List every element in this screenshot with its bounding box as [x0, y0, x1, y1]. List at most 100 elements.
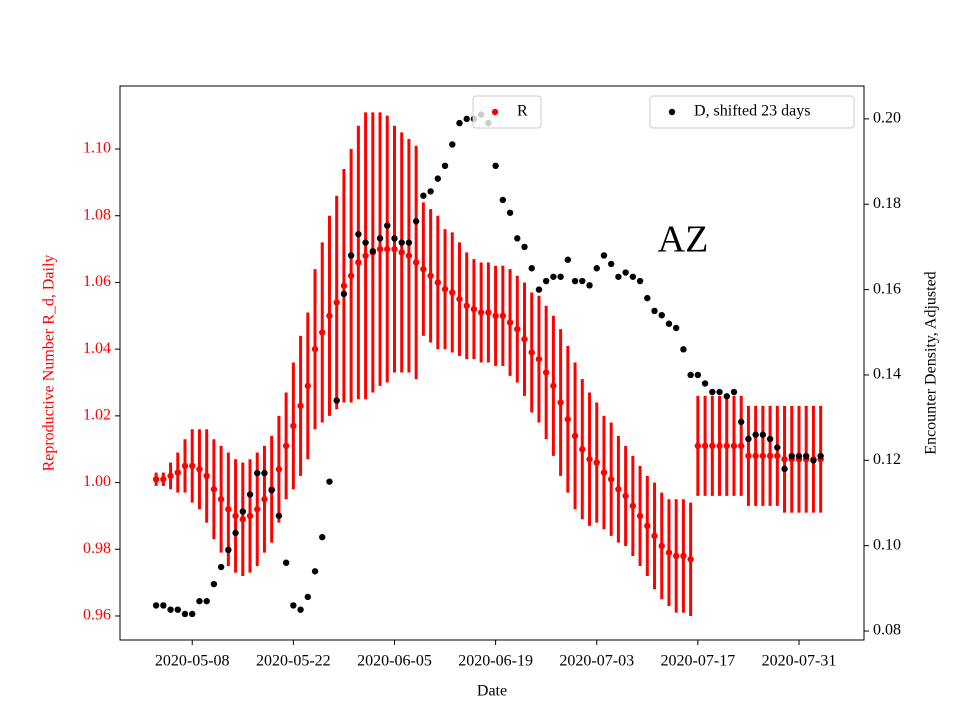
data-point [160, 476, 167, 483]
data-point [521, 335, 528, 343]
data-point [282, 442, 290, 450]
data-point [745, 435, 752, 443]
data-point [730, 388, 738, 396]
data-point [658, 542, 665, 550]
data-point [362, 239, 369, 246]
data-point [745, 452, 752, 460]
data-point [521, 243, 528, 251]
data-point [456, 119, 463, 127]
data-point [239, 508, 246, 515]
data-point [795, 452, 803, 460]
data-point [766, 435, 774, 443]
data-point [391, 245, 398, 253]
y-tick-label: 1.02 [83, 407, 111, 424]
y-tick-label: 1.08 [83, 206, 111, 223]
data-point [694, 371, 702, 379]
data-point [528, 349, 535, 356]
data-point [340, 282, 348, 289]
data-point [571, 432, 579, 440]
data-point [326, 478, 333, 485]
data-point [232, 512, 239, 520]
data-point [297, 606, 304, 613]
data-point [550, 382, 557, 390]
x-tick-label: 2020-05-22 [256, 653, 331, 670]
x-axis-label: Date [477, 683, 507, 700]
data-point [477, 309, 485, 316]
data-point [441, 285, 449, 293]
data-point [571, 277, 579, 285]
data-point [557, 273, 564, 280]
data-point [304, 382, 312, 390]
data-point [665, 549, 673, 556]
legend-label: R [517, 103, 528, 120]
data-point [225, 546, 232, 554]
data-point [217, 563, 225, 571]
y-tick-label: 1.06 [83, 273, 111, 290]
y2-tick-label: 0.10 [873, 536, 901, 553]
data-point [651, 307, 658, 315]
y2-axis-label: Encounter Density, Adjusted [923, 271, 940, 454]
data-point [275, 466, 283, 473]
x-tick-label: 2020-07-03 [559, 653, 634, 670]
data-point [528, 265, 535, 272]
data-point [492, 162, 499, 170]
data-point [514, 325, 521, 333]
data-point [412, 259, 420, 266]
data-point [738, 418, 745, 426]
data-point [542, 369, 550, 376]
data-point [607, 476, 615, 483]
data-point [492, 312, 499, 320]
legend-box [472, 95, 542, 129]
data-point [189, 462, 196, 470]
data-point [709, 388, 716, 396]
data-point [246, 491, 254, 498]
data-point [174, 606, 181, 613]
data-point [651, 532, 658, 540]
annotation: AZ [658, 219, 709, 261]
data-point [564, 256, 572, 263]
y2-tick-label: 0.18 [873, 195, 901, 212]
y-tick-label: 1.10 [83, 140, 111, 157]
data-point [752, 431, 759, 438]
data-point [701, 442, 709, 450]
data-point [355, 230, 362, 238]
data-point [506, 319, 514, 326]
data-point [261, 496, 268, 503]
data-point [405, 239, 413, 246]
data-point [268, 486, 275, 494]
data-point [701, 380, 709, 387]
data-point [196, 466, 203, 473]
data-point [680, 346, 687, 353]
y2-tick-label: 0.12 [873, 451, 901, 468]
data-point [499, 196, 507, 204]
data-point [781, 465, 788, 473]
data-point [499, 312, 507, 320]
x-tick-label: 2020-07-17 [661, 653, 736, 670]
data-point [160, 602, 167, 609]
data-point [398, 249, 405, 256]
data-point [687, 371, 694, 379]
data-point [759, 452, 767, 460]
data-point [723, 393, 730, 400]
data-point [622, 492, 629, 500]
data-point [644, 522, 651, 530]
data-point [290, 602, 297, 609]
data-point [550, 273, 557, 280]
y2-tick-label: 0.08 [873, 622, 901, 639]
data-point [239, 516, 246, 523]
data-point [319, 329, 326, 336]
data-point [225, 506, 232, 513]
y2-tick-label: 0.20 [873, 110, 901, 127]
data-point [246, 512, 254, 520]
data-point [217, 496, 225, 503]
data-point [579, 277, 586, 285]
data-point [564, 416, 572, 423]
data-point [282, 559, 290, 566]
data-point [803, 452, 810, 460]
data-point [506, 209, 514, 216]
data-point [319, 533, 326, 541]
data-point [680, 552, 687, 560]
data-point [817, 452, 824, 460]
x-tick-label: 2020-07-31 [762, 653, 837, 670]
data-point [694, 442, 702, 450]
